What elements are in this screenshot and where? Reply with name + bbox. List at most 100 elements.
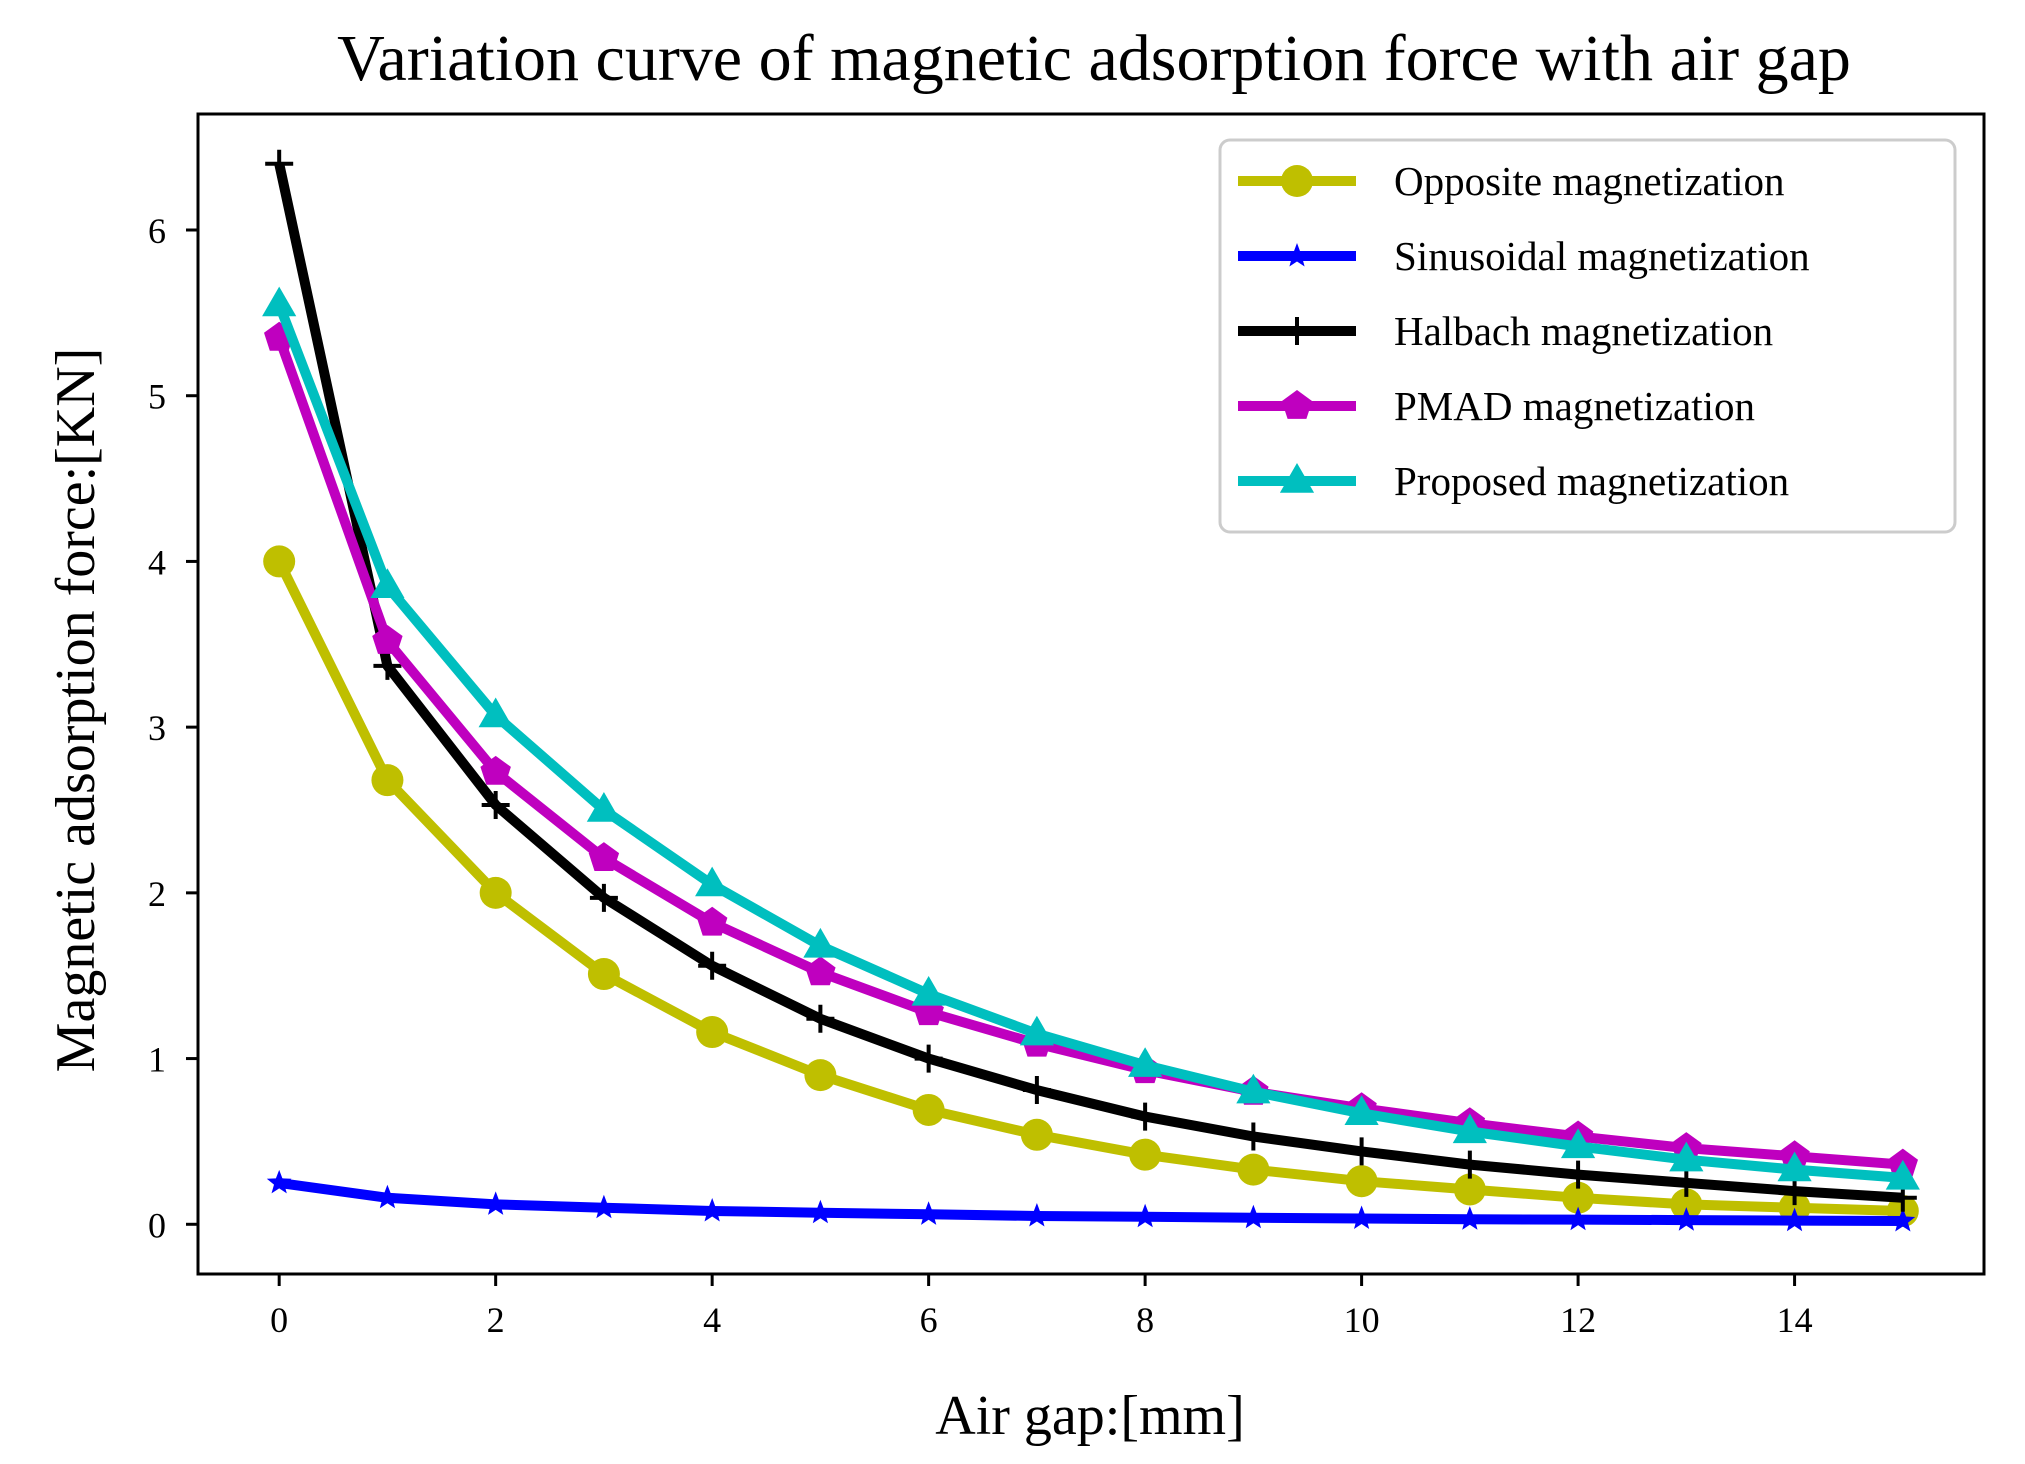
data-point xyxy=(1457,1206,1483,1230)
data-point xyxy=(805,956,836,986)
data-point xyxy=(808,1199,833,1224)
legend-label: Proposed magnetization xyxy=(1394,458,1789,504)
data-point xyxy=(914,1044,943,1073)
data-point xyxy=(587,958,620,991)
data-point xyxy=(696,906,728,936)
y-tick-label: 2 xyxy=(148,874,166,914)
legend-item-proposed-magnetization: Proposed magnetization xyxy=(1238,458,1789,504)
y-tick-label: 5 xyxy=(148,377,166,417)
data-point xyxy=(1885,1159,1920,1190)
data-point xyxy=(804,1059,837,1092)
y-tick-label: 0 xyxy=(148,1205,166,1245)
legend-marker xyxy=(1283,317,1311,345)
data-point xyxy=(1024,1203,1050,1227)
data-point xyxy=(699,1198,725,1222)
data-point xyxy=(1241,1204,1266,1229)
data-point xyxy=(262,286,297,317)
data-point xyxy=(1782,1207,1807,1232)
data-point xyxy=(1239,1122,1268,1151)
data-point xyxy=(1455,1150,1484,1179)
data-point xyxy=(1669,1141,1704,1172)
data-point xyxy=(370,568,405,598)
data-point xyxy=(480,755,511,785)
data-point xyxy=(1131,1102,1160,1131)
data-point xyxy=(1674,1207,1699,1231)
legend-item-pmad-magnetization: PMAD magnetization xyxy=(1238,383,1755,429)
data-point xyxy=(1777,1151,1812,1182)
data-point xyxy=(591,1194,617,1219)
legend-label: Sinusoidal magnetization xyxy=(1394,233,1810,279)
data-point xyxy=(1780,1177,1809,1206)
data-point xyxy=(373,651,402,680)
data-point xyxy=(1128,1047,1163,1077)
x-tick-label: 0 xyxy=(270,1300,288,1340)
data-point xyxy=(266,1169,292,1194)
x-tick-label: 6 xyxy=(920,1300,938,1340)
data-point xyxy=(375,1184,400,1209)
legend-marker xyxy=(1281,390,1313,419)
data-point xyxy=(1349,1205,1374,1229)
data-point xyxy=(1670,1188,1703,1221)
y-tick-label: 4 xyxy=(148,542,166,582)
data-point xyxy=(916,1201,941,1225)
data-point xyxy=(695,866,730,897)
data-point xyxy=(1022,1076,1051,1105)
series-line xyxy=(274,302,1904,1183)
data-point xyxy=(1453,1173,1486,1206)
data-point xyxy=(803,927,838,958)
data-point xyxy=(1452,1113,1487,1144)
series-proposed-magnetization xyxy=(262,286,1920,1190)
data-point xyxy=(1132,1203,1158,1228)
legend-item-sinusoidal-magnetization: Sinusoidal magnetization xyxy=(1238,233,1810,279)
plot-frame xyxy=(196,112,1986,1276)
data-point xyxy=(911,975,946,1006)
data-point xyxy=(1345,1165,1378,1198)
data-point xyxy=(586,792,622,822)
data-point xyxy=(1347,1137,1376,1166)
data-point xyxy=(479,876,512,909)
data-point xyxy=(1236,1073,1271,1104)
series-line xyxy=(274,162,1904,1203)
legend: Opposite magnetization Sinusoidal magneti… xyxy=(1218,138,1957,534)
series-halbach-magnetization xyxy=(265,149,1917,1212)
x-tick-label: 2 xyxy=(487,1300,505,1340)
x-tick-label: 14 xyxy=(1777,1300,1813,1340)
data-point xyxy=(696,1016,729,1049)
data-point xyxy=(372,625,403,654)
legend-label: Opposite magnetization xyxy=(1394,158,1785,204)
x-tick-label: 10 xyxy=(1344,1300,1380,1340)
y-tick-label: 1 xyxy=(148,1040,166,1080)
data-point xyxy=(589,883,618,912)
series-line xyxy=(274,336,1904,1170)
data-point xyxy=(478,697,513,728)
data-point xyxy=(1564,1160,1593,1189)
x-tick-label: 12 xyxy=(1560,1300,1596,1340)
data-point xyxy=(1565,1206,1591,1231)
data-point xyxy=(1237,1153,1270,1186)
data-point xyxy=(912,1093,945,1126)
y-axis-label: Magnetic adsorption force:[KN] xyxy=(45,348,107,1073)
data-point xyxy=(1344,1095,1379,1125)
series-line xyxy=(274,559,1903,1216)
data-point xyxy=(371,764,404,797)
data-point xyxy=(263,545,296,578)
x-tick-label: 8 xyxy=(1136,1300,1154,1340)
legend-marker xyxy=(1281,165,1313,197)
data-point xyxy=(698,951,727,980)
data-point xyxy=(1890,1208,1916,1232)
x-axis: 0 2 4 6 8 10 12 14 xyxy=(270,1274,1813,1340)
x-axis-label: Air gap:[mm] xyxy=(935,1385,1244,1447)
chart-title: Variation curve of magnetic adsorption f… xyxy=(337,22,1851,95)
y-tick-label: 3 xyxy=(148,708,166,748)
data-point xyxy=(483,1191,508,1215)
legend-item-halbach-magnetization: Halbach magnetization xyxy=(1238,308,1773,354)
data-point xyxy=(1129,1138,1162,1171)
legend-box xyxy=(1218,138,1957,534)
series-sinusoidal-magnetization xyxy=(266,1169,1916,1232)
data-point xyxy=(1019,1015,1054,1046)
legend-item-opposite-magnetization: Opposite magnetization xyxy=(1238,158,1785,204)
legend-label: Halbach magnetization xyxy=(1394,308,1773,354)
data-point xyxy=(481,791,510,820)
legend-label: PMAD magnetization xyxy=(1394,383,1755,429)
